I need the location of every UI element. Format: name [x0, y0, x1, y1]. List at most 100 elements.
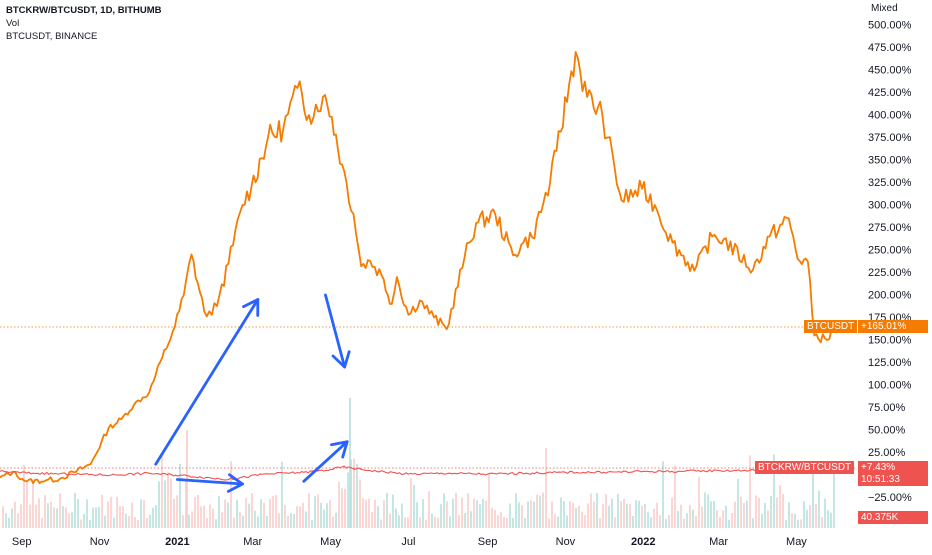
- legend-compare[interactable]: BTCUSDT, BINANCE: [6, 31, 98, 42]
- volume-bar: [767, 510, 769, 528]
- y-tick-label: 350.00%: [868, 155, 912, 167]
- volume-bar: [704, 492, 706, 528]
- volume-bar: [650, 517, 652, 528]
- volume-bar: [620, 501, 622, 528]
- volume-bar: [374, 499, 376, 528]
- volume-bar: [20, 504, 22, 528]
- arrow-shaft: [302, 440, 349, 483]
- ratio-value-badge: +7.43%: [858, 461, 928, 474]
- volume-bar: [494, 509, 496, 528]
- volume-bar: [299, 506, 301, 528]
- volume-bar: [92, 507, 94, 528]
- volume-bar: [545, 447, 547, 528]
- volume-bar: [641, 505, 643, 528]
- volume-bar: [368, 498, 370, 528]
- y-tick-label: 200.00%: [868, 290, 912, 302]
- volume-bar: [737, 478, 739, 528]
- volume-bar: [593, 501, 595, 528]
- volume-bar: [278, 513, 280, 528]
- y-axis[interactable]: 500.00% 475.00% 450.00% 425.00% 400.00% 375.0…: [868, 20, 912, 505]
- scale-mode-label[interactable]: Mixed: [871, 3, 898, 14]
- volume-bar: [551, 501, 553, 528]
- volume-bar: [122, 506, 124, 528]
- x-tick-label: Sep: [478, 536, 498, 548]
- volume-bar: [359, 479, 361, 528]
- volume-bar: [230, 461, 232, 528]
- volume-bar: [407, 517, 409, 528]
- volume-bar: [644, 504, 646, 528]
- x-tick-label: 2022: [631, 536, 655, 548]
- x-tick-label: Sep: [12, 536, 32, 548]
- series-lines: [0, 51, 837, 485]
- volume-bar: [665, 519, 667, 528]
- volume-bar: [35, 504, 37, 528]
- volume-bar: [338, 482, 340, 528]
- y-tick-label: 450.00%: [868, 65, 912, 77]
- volume-bar: [23, 464, 25, 528]
- volume-bar: [632, 516, 634, 528]
- volume-bar: [272, 495, 274, 528]
- y-tick-label: 275.00%: [868, 222, 912, 234]
- volume-bar: [617, 493, 619, 528]
- volume-bar: [41, 517, 43, 528]
- volume-bar: [500, 512, 502, 528]
- volume-bar: [608, 505, 610, 528]
- volume-bar: [377, 506, 379, 528]
- volume-bar: [578, 505, 580, 528]
- volume-bar: [815, 503, 817, 528]
- volume-bar: [149, 514, 151, 528]
- volume-bar: [497, 515, 499, 528]
- volume-bar: [476, 500, 478, 528]
- y-tick-label: 250.00%: [868, 245, 912, 257]
- volume-bar: [434, 516, 436, 528]
- volume-bar: [83, 513, 85, 528]
- volume-bar: [728, 519, 730, 528]
- volume-bar: [452, 498, 454, 528]
- volume-bar: [674, 465, 676, 528]
- volume-bar: [773, 454, 775, 528]
- legend-symbol[interactable]: BTCKRW/BTCUSDT, 1D, BITHUMB: [6, 5, 162, 16]
- volume-bar: [245, 497, 247, 528]
- volume-bar: [533, 501, 535, 528]
- volume-bar: [341, 488, 343, 528]
- y-tick-label: 150.00%: [868, 335, 912, 347]
- volume-bar: [569, 501, 571, 528]
- volume-bar: [809, 504, 811, 528]
- volume-bar: [236, 499, 238, 528]
- legend-vol[interactable]: Vol: [6, 18, 20, 29]
- volume-bar: [305, 511, 307, 528]
- volume-bar: [470, 511, 472, 528]
- volume-bar: [803, 501, 805, 528]
- btcusdt-line: [0, 51, 837, 485]
- y-tick-label: 425.00%: [868, 87, 912, 99]
- annotation-arrow: [176, 473, 244, 493]
- volume-bar: [530, 500, 532, 528]
- volume-bar: [794, 513, 796, 528]
- volume-bar: [5, 513, 7, 528]
- volume-bar: [788, 502, 790, 528]
- volume-bar: [176, 495, 178, 528]
- volume-bar: [323, 509, 325, 528]
- volume-bar: [296, 506, 298, 528]
- volume-bar: [308, 493, 310, 528]
- volume-bar: [653, 508, 655, 528]
- volume-bar: [749, 455, 751, 528]
- volume-bar: [413, 484, 415, 528]
- volume-bar: [104, 515, 106, 528]
- volume-bar: [17, 513, 19, 528]
- x-tick-label: Nov: [556, 536, 576, 548]
- volume-bar: [638, 500, 640, 528]
- volume-bar: [8, 517, 10, 528]
- volume-bar: [131, 502, 133, 528]
- volume-bar: [86, 499, 88, 528]
- volume-bar: [137, 519, 139, 528]
- y-tick-label: 375.00%: [868, 132, 912, 144]
- volume-bar: [119, 506, 121, 528]
- volume-bar: [548, 518, 550, 528]
- x-axis[interactable]: Sep Nov 2021 Mar May Jul Sep Nov 2022 Mar May: [12, 536, 807, 548]
- arrow-shaft: [154, 298, 260, 466]
- arrow-shaft: [324, 293, 347, 369]
- volume-bar: [440, 504, 442, 528]
